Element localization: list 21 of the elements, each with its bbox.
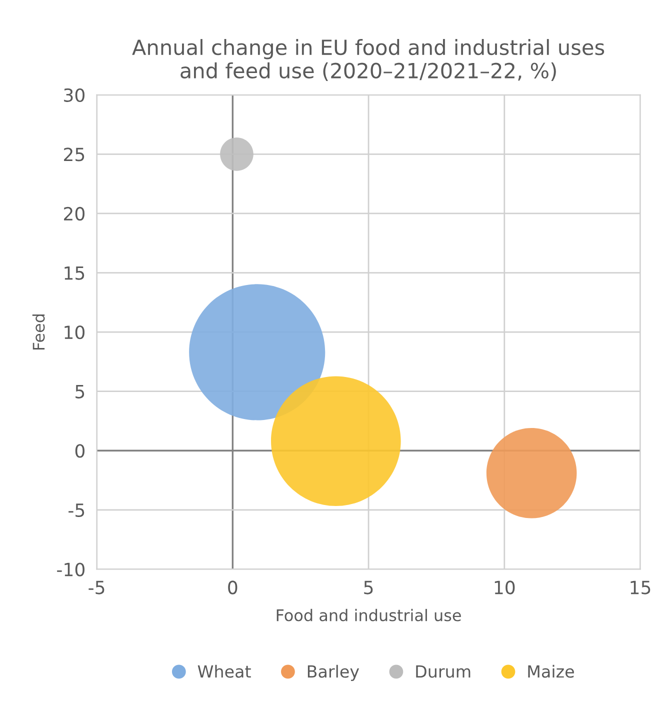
y-tick-label: 25 [64,148,84,162]
chart-title: Annual change in EU food and industrial uses and feed use (2020–21/2021–22, %) [132,39,604,81]
y-tick-label: 30 [64,88,84,102]
x-tick-label: 5 [364,580,373,594]
y-axis-title: Feed [32,314,45,350]
x-tick-label: 10 [494,580,515,594]
legend-label: Barley [308,664,360,682]
legend-label: Maize [528,664,574,678]
y-tick-label: 20 [64,206,84,221]
y-tick-label: 0 [75,444,84,458]
y-tick-label: 10 [64,326,84,340]
x-tick-label: 0 [228,580,238,594]
y-tick-label: 5 [76,385,84,398]
y-tick-label: -5 [68,504,84,518]
x-tick-label: -5 [88,580,104,594]
y-tick-label: 15 [64,266,84,280]
legend-label: Durum [416,665,470,678]
x-axis-title: Food and industrial use [276,608,461,622]
x-tick-label: 15 [630,580,650,594]
y-tick-label: -10 [57,562,84,576]
legend-label: Wheat [198,664,251,678]
